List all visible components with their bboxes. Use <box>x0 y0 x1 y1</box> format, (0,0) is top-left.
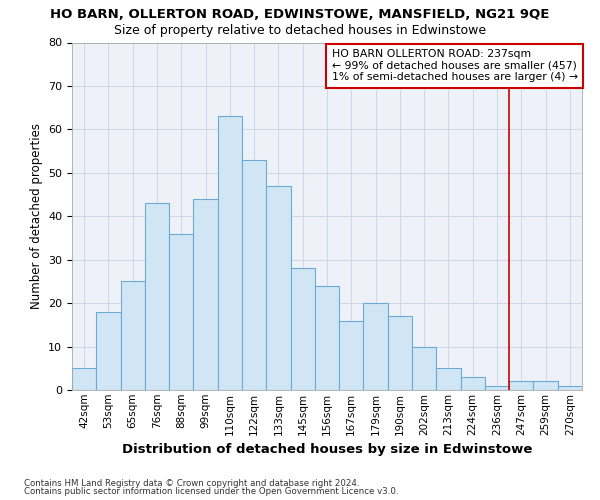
Bar <box>242 160 266 390</box>
Bar <box>145 203 169 390</box>
Bar <box>72 368 96 390</box>
Bar <box>461 377 485 390</box>
Bar <box>533 382 558 390</box>
Y-axis label: Number of detached properties: Number of detached properties <box>29 123 43 309</box>
Bar <box>412 346 436 390</box>
X-axis label: Distribution of detached houses by size in Edwinstowe: Distribution of detached houses by size … <box>122 443 532 456</box>
Text: HO BARN, OLLERTON ROAD, EDWINSTOWE, MANSFIELD, NG21 9QE: HO BARN, OLLERTON ROAD, EDWINSTOWE, MANS… <box>50 8 550 20</box>
Bar <box>485 386 509 390</box>
Bar <box>193 199 218 390</box>
Text: Size of property relative to detached houses in Edwinstowe: Size of property relative to detached ho… <box>114 24 486 37</box>
Bar <box>509 382 533 390</box>
Bar <box>96 312 121 390</box>
Bar <box>290 268 315 390</box>
Bar <box>218 116 242 390</box>
Bar <box>388 316 412 390</box>
Text: HO BARN OLLERTON ROAD: 237sqm
← 99% of detached houses are smaller (457)
1% of s: HO BARN OLLERTON ROAD: 237sqm ← 99% of d… <box>332 49 578 82</box>
Text: Contains HM Land Registry data © Crown copyright and database right 2024.: Contains HM Land Registry data © Crown c… <box>24 478 359 488</box>
Bar <box>558 386 582 390</box>
Text: Contains public sector information licensed under the Open Government Licence v3: Contains public sector information licen… <box>24 487 398 496</box>
Bar <box>315 286 339 390</box>
Bar <box>169 234 193 390</box>
Bar <box>339 320 364 390</box>
Bar <box>436 368 461 390</box>
Bar <box>266 186 290 390</box>
Bar <box>364 303 388 390</box>
Bar <box>121 282 145 390</box>
